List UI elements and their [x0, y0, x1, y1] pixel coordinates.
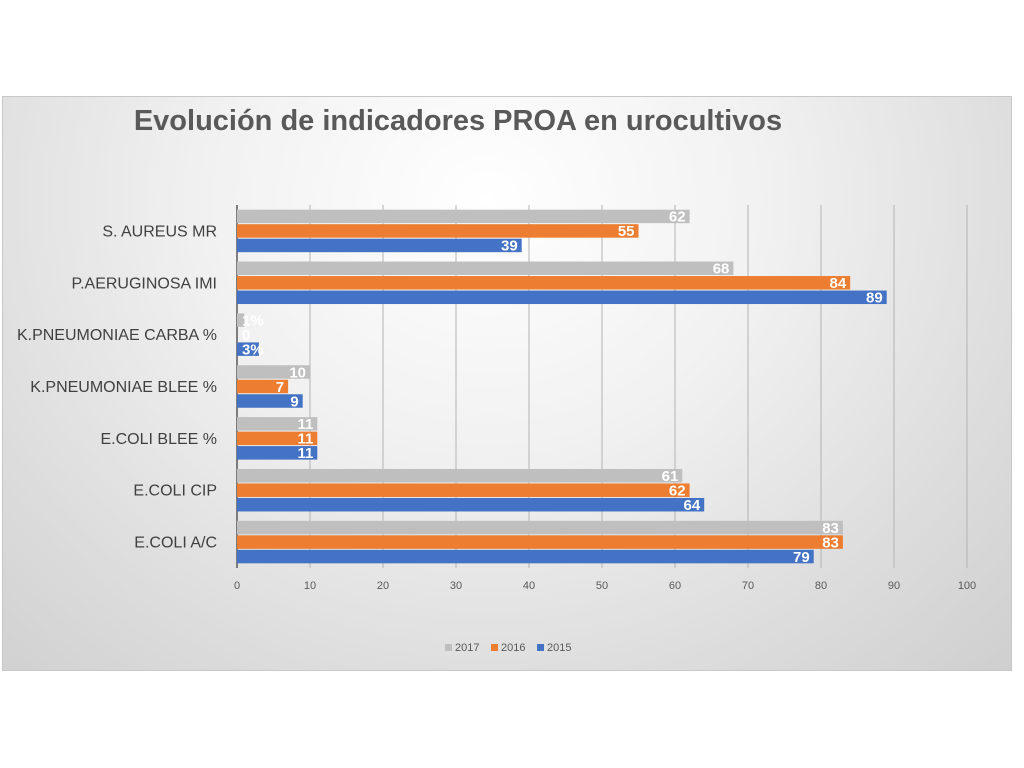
bar-2017-e-coli-a-c: [237, 520, 843, 535]
data-label-2016-e-coli-cip: 62: [669, 482, 686, 499]
data-label-2015-s-aureus-mr: 39: [501, 238, 518, 255]
data-label-2015-k-pneumoniae-carba: 3%: [242, 341, 264, 358]
data-label-2016-p-aeruginosa-imi: 84: [830, 275, 847, 292]
category-label-k-pneumoniae-blee: K.PNEUMONIAE BLEE %: [30, 379, 217, 396]
legend-swatch-2016: [491, 644, 498, 651]
bar-2015-k-pneumoniae-blee: [237, 394, 303, 408]
bar-2015-e-coli-a-c: [237, 549, 814, 564]
legend-swatch-2017: [445, 644, 452, 651]
bar-2017-e-coli-cip: [237, 468, 683, 483]
legend-label-2016: 2016: [501, 642, 525, 654]
data-label-2016-s-aureus-mr: 55: [618, 223, 635, 240]
data-label-2017-e-coli-blee: 11: [297, 416, 313, 433]
bar-2015-k-pneumoniae-carba: [237, 342, 259, 356]
bar-2017-e-coli-blee: [237, 417, 318, 431]
bar-2016-p-aeruginosa-imi: [237, 276, 851, 290]
category-label-s-aureus-mr: S. AUREUS MR: [102, 223, 217, 240]
x-tick-label-100: 100: [958, 580, 976, 592]
x-tick-label-40: 40: [523, 580, 535, 592]
x-tick-label-10: 10: [304, 580, 316, 592]
x-tick-label-60: 60: [669, 580, 681, 592]
x-tick-label-30: 30: [450, 580, 462, 592]
data-label-2016-e-coli-blee: 11: [297, 431, 313, 448]
bar-2017-s-aureus-mr: [237, 209, 690, 224]
chart-title: Evolución de indicadores PROA en urocult…: [134, 105, 782, 137]
category-label-e-coli-blee: E.COLI BLEE %: [101, 431, 218, 448]
category-label-k-pneumoniae-carba: K.PNEUMONIAE CARBA %: [17, 327, 217, 344]
chart-area: [2, 96, 1012, 671]
data-label-2015-e-coli-blee: 11: [297, 445, 313, 462]
legend-label-2015: 2015: [547, 642, 571, 654]
x-tick-label-50: 50: [596, 580, 608, 592]
legend-swatch-2015: [537, 644, 544, 651]
data-label-2016-e-coli-a-c: 83: [822, 534, 839, 551]
bar-2015-s-aureus-mr: [237, 238, 522, 253]
bar-2015-p-aeruginosa-imi: [237, 290, 887, 305]
data-label-2017-e-coli-a-c: 83: [822, 520, 839, 537]
legend-label-2017: 2017: [455, 642, 479, 654]
bar-2016-e-coli-blee: [237, 431, 318, 446]
bar-2016-k-pneumoniae-blee: [237, 379, 289, 394]
category-label-e-coli-a-c: E.COLI A/C: [134, 535, 217, 552]
data-label-2017-k-pneumoniae-blee: 10: [289, 364, 306, 381]
bar-2015-e-coli-blee: [237, 446, 318, 460]
bar-2017-p-aeruginosa-imi: [237, 261, 734, 276]
data-label-2016-k-pneumoniae-carba: 0: [242, 327, 250, 344]
data-label-2017-s-aureus-mr: 62: [669, 209, 686, 226]
x-tick-label-0: 0: [234, 580, 240, 592]
category-label-p-aeruginosa-imi: P.AERUGINOSA IMI: [71, 275, 217, 292]
data-label-2017-k-pneumoniae-carba: 1%: [242, 312, 264, 329]
x-tick-label-70: 70: [742, 580, 754, 592]
data-label-2017-p-aeruginosa-imi: 68: [713, 261, 730, 278]
data-label-2015-e-coli-cip: 64: [684, 497, 701, 514]
x-tick-label-20: 20: [377, 580, 389, 592]
data-label-2015-k-pneumoniae-blee: 9: [290, 393, 298, 410]
bar-2015-e-coli-cip: [237, 497, 705, 512]
x-tick-label-80: 80: [815, 580, 827, 592]
data-label-2015-e-coli-a-c: 79: [793, 549, 810, 566]
category-label-e-coli-cip: E.COLI CIP: [133, 483, 217, 500]
bar-2017-k-pneumoniae-carba: [237, 313, 245, 327]
bar-2016-e-coli-cip: [237, 483, 690, 497]
bar-2017-k-pneumoniae-blee: [237, 365, 310, 379]
data-label-2015-p-aeruginosa-imi: 89: [866, 290, 883, 307]
x-tick-label-90: 90: [888, 580, 900, 592]
data-label-2016-k-pneumoniae-blee: 7: [276, 379, 284, 396]
bar-2016-e-coli-a-c: [237, 535, 843, 549]
data-label-2017-e-coli-cip: 61: [662, 468, 679, 485]
bar-2016-s-aureus-mr: [237, 224, 639, 238]
